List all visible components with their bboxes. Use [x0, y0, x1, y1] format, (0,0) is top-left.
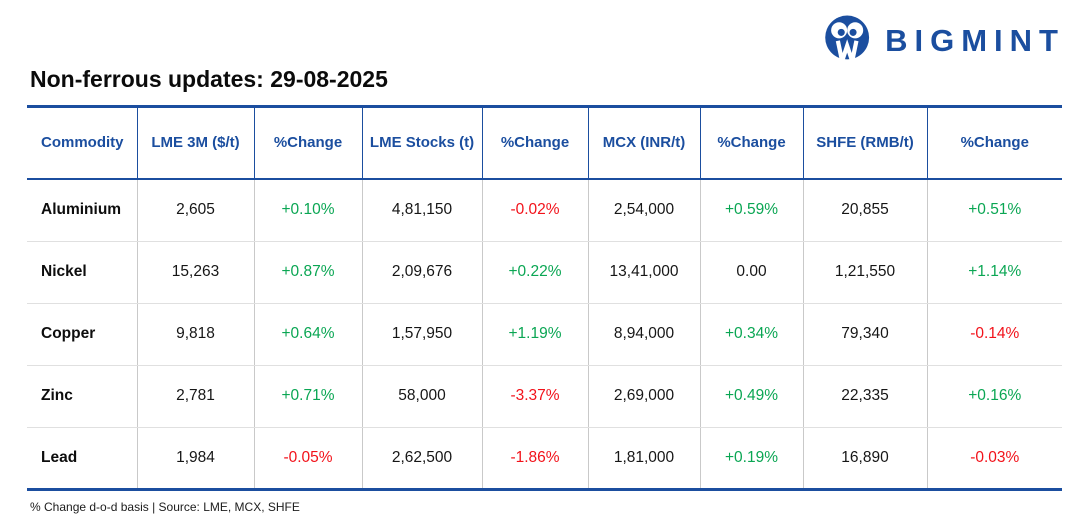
col-header-lme-stocks: LME Stocks (t)	[362, 106, 483, 181]
pct-change-cell: +1.14%	[927, 241, 1062, 304]
price-value-cell: 22,335	[803, 365, 928, 428]
price-value-cell: 15,263	[137, 241, 255, 304]
price-value-cell: 2,54,000	[588, 179, 701, 242]
table-row: Zinc 2,781 +0.71% 58,000 -3.37% 2,69,000 +0.49…	[27, 365, 1062, 428]
pct-change-cell: +0.71%	[254, 365, 363, 428]
pct-change-cell: +0.51%	[927, 179, 1062, 242]
price-value-cell: 20,855	[803, 179, 928, 242]
bigmint-logo-text: BIGMINT	[885, 22, 1065, 58]
price-value-cell: 2,09,676	[362, 241, 483, 304]
col-header-mcx: MCX (INR/t)	[588, 106, 701, 181]
bigmint-owl-icon	[825, 15, 870, 67]
table-row: Lead 1,984 -0.05% 2,62,500 -1.86% 1,81,000 +0.…	[27, 427, 1062, 490]
non-ferrous-price-table: Commodity LME 3M ($/t) %Change LME Stock…	[27, 104, 1062, 491]
price-value-cell: 1,81,000	[588, 427, 701, 490]
pct-change-cell: +0.87%	[254, 241, 363, 304]
pct-change-cell: -0.14%	[927, 303, 1062, 366]
table-header-row: Commodity LME 3M ($/t) %Change LME Stock…	[27, 106, 1062, 181]
col-header-commodity: Commodity	[27, 106, 138, 181]
pct-change-cell: -1.86%	[482, 427, 589, 490]
price-value-cell: 8,94,000	[588, 303, 701, 366]
commodity-name-cell: Aluminium	[27, 179, 138, 242]
pct-change-cell: +0.59%	[700, 179, 804, 242]
pct-change-cell: +0.49%	[700, 365, 804, 428]
commodity-name-cell: Nickel	[27, 241, 138, 304]
col-header-pct-change-lme-stocks: %Change	[482, 106, 589, 181]
pct-change-cell: 0.00	[700, 241, 804, 304]
pct-change-cell: +0.34%	[700, 303, 804, 366]
pct-change-cell: +0.19%	[700, 427, 804, 490]
commodity-name-cell: Lead	[27, 427, 138, 490]
price-value-cell: 58,000	[362, 365, 483, 428]
price-value-cell: 16,890	[803, 427, 928, 490]
price-value-cell: 1,984	[137, 427, 255, 490]
table-row: Aluminium 2,605 +0.10% 4,81,150 -0.02% 2,54,0…	[27, 179, 1062, 242]
pct-change-cell: +1.19%	[482, 303, 589, 366]
pct-change-cell: -0.03%	[970, 448, 1020, 466]
price-value-cell: 2,62,500	[362, 427, 483, 490]
col-header-lme-3m: LME 3M ($/t)	[137, 106, 255, 181]
price-value-cell: 4,81,150	[362, 179, 483, 242]
price-value-cell: 2,69,000	[588, 365, 701, 428]
price-value-cell: 1,57,950	[362, 303, 483, 366]
pct-change-cell: +0.22%	[482, 241, 589, 304]
bigmint-logo: BIGMINT	[821, 13, 1065, 67]
footnote: % Change d-o-d basis | Source: LME, MCX,…	[30, 499, 300, 514]
pct-change-cell: -0.02%	[482, 179, 589, 242]
price-value-cell: 9,818	[137, 303, 255, 366]
table-body: Aluminium 2,605 +0.10% 4,81,150 -0.02% 2,54,0…	[27, 179, 1062, 490]
commodity-name-cell: Zinc	[27, 365, 138, 428]
price-value-cell: 2,781	[137, 365, 255, 428]
price-value-cell: 79,340	[803, 303, 928, 366]
price-value-cell: 2,605	[137, 179, 255, 242]
col-header-pct-change-lme3m: %Change	[254, 106, 363, 181]
price-value-cell: 13,41,000	[588, 241, 701, 304]
table-row: Copper 9,818 +0.64% 1,57,950 +1.19% 8,94,000 +…	[27, 303, 1062, 366]
col-header-shfe: SHFE (RMB/t)	[803, 106, 928, 181]
pct-change-cell: -3.37%	[482, 365, 589, 428]
commodity-name-cell: Copper	[27, 303, 138, 366]
table-row: Nickel 15,263 +0.87% 2,09,676 +0.22% 13,41,00…	[27, 241, 1062, 304]
pct-change-cell: +0.10%	[254, 179, 363, 242]
pct-change-cell: +0.16%	[927, 365, 1062, 428]
pct-change-cell: +0.64%	[254, 303, 363, 366]
page-title: Non-ferrous updates: 29-08-2025	[30, 66, 388, 92]
pct-change-cell: -0.05%	[254, 427, 363, 490]
col-header-pct-change-shfe: %Change	[927, 106, 1062, 181]
price-value-cell: 1,21,550	[803, 241, 928, 304]
col-header-pct-change-mcx: %Change	[700, 106, 804, 181]
